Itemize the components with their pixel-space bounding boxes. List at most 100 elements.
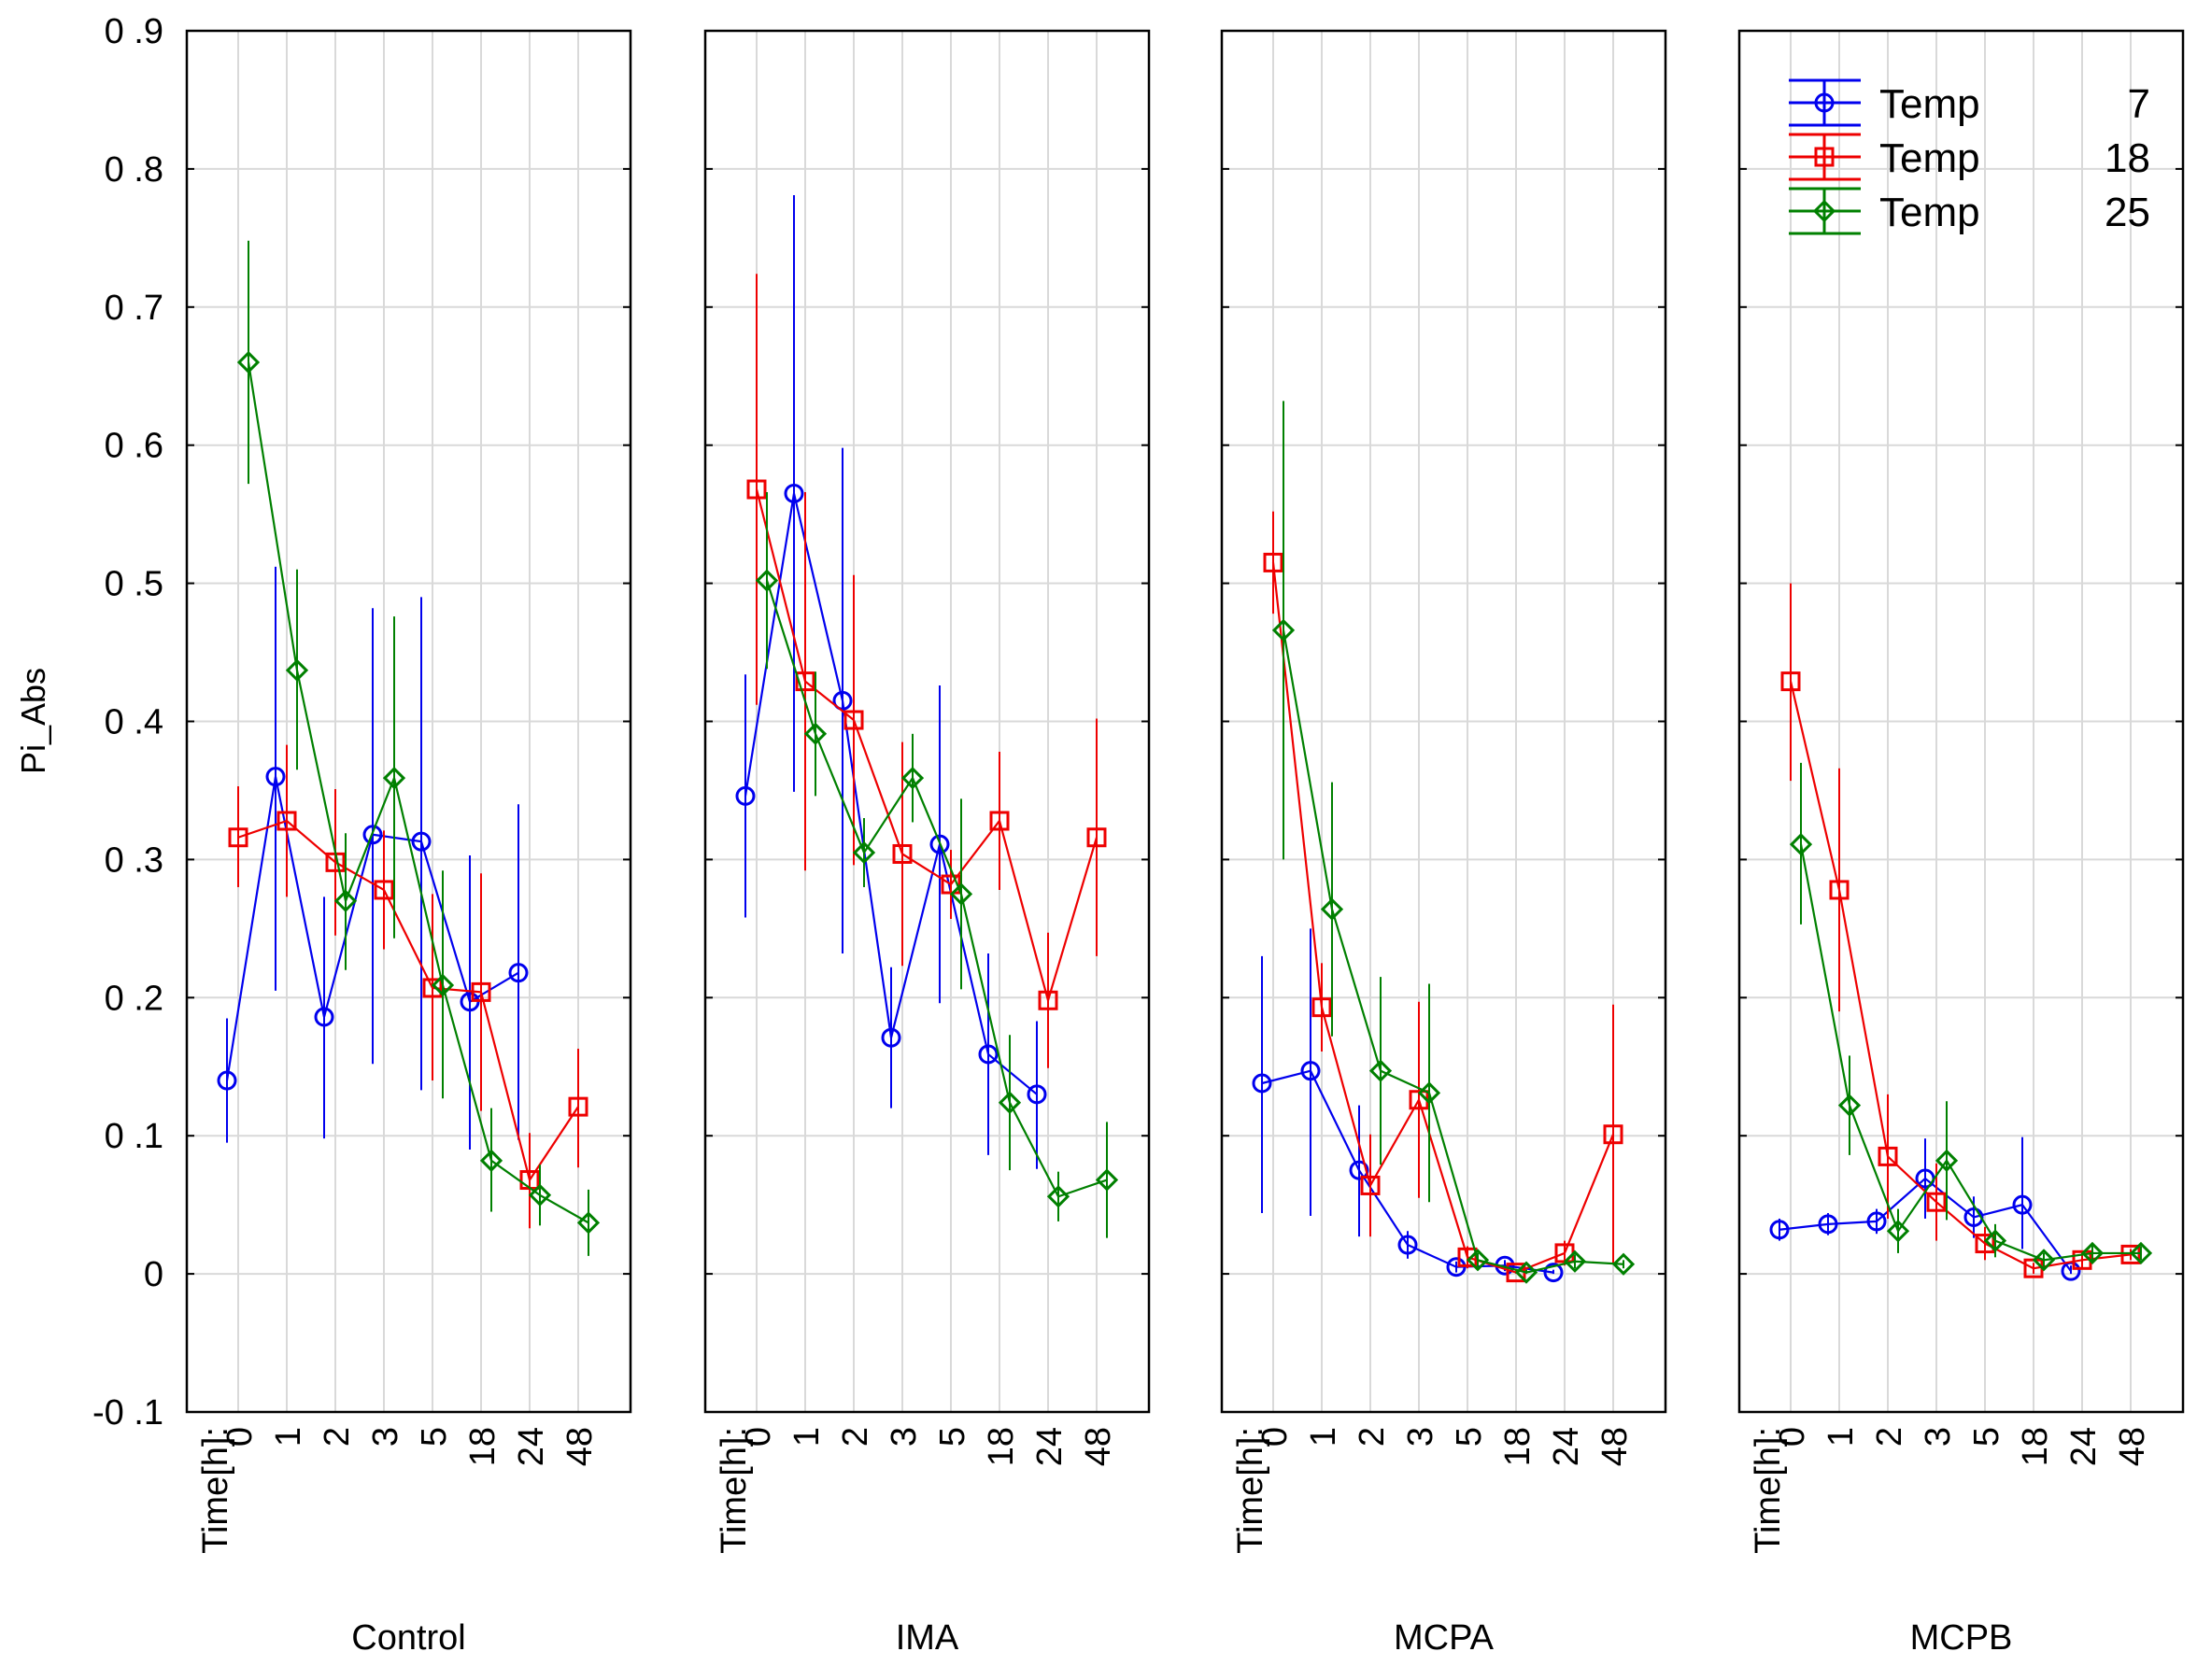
data-point xyxy=(276,811,297,831)
panel-mcpa: Time[h]:0 1 2 3 5 18 24 48 MCPA xyxy=(1220,29,1667,1658)
data-point xyxy=(1837,1094,1862,1117)
data-point xyxy=(228,827,248,848)
panel-label: MCPB xyxy=(1910,1618,2013,1658)
y-tick-label: 0 xyxy=(144,1255,163,1294)
data-point xyxy=(2080,1241,2105,1265)
x-axis-title: Time[h]: xyxy=(715,1427,754,1554)
data-point xyxy=(2012,1194,2033,1215)
x-tick-label: 18 xyxy=(1498,1427,1538,1466)
data-point xyxy=(1886,1220,1910,1243)
y-tick-label: 0 .2 xyxy=(105,979,163,1018)
x-tick-label: 2 xyxy=(1353,1427,1392,1447)
data-point xyxy=(784,483,804,503)
data-point xyxy=(1935,1149,1959,1172)
data-point xyxy=(1349,1160,1369,1180)
data-point xyxy=(265,767,286,787)
x-tick-label: 1 xyxy=(787,1427,827,1447)
y-axis-title: Pi_Abs xyxy=(14,668,52,774)
x-tick-label: 5 xyxy=(1967,1427,2006,1447)
data-point xyxy=(1368,1059,1393,1082)
data-point xyxy=(735,785,756,806)
x-tick-label: 18 xyxy=(2016,1427,2055,1466)
legend: Temp 7 Temp 18 Temp 25 xyxy=(1789,78,2150,235)
panel-label: IMA xyxy=(896,1618,959,1658)
x-tick-label: 24 xyxy=(1030,1427,1070,1466)
y-tick-label: 0 .1 xyxy=(105,1117,163,1156)
x-tick-label: 1 xyxy=(269,1427,308,1447)
legend-marker xyxy=(1814,147,1835,167)
data-point xyxy=(843,710,864,730)
data-point xyxy=(1038,990,1058,1010)
data-point xyxy=(285,658,309,682)
data-point xyxy=(755,569,779,592)
data-point xyxy=(929,834,950,854)
data-point xyxy=(1878,1146,1898,1166)
data-point xyxy=(1514,1261,1538,1284)
x-tick-label: 0 xyxy=(1255,1427,1295,1447)
y-tick-label: 0 .9 xyxy=(105,12,163,51)
y-tick-label: 0 .5 xyxy=(105,565,163,604)
data-point xyxy=(832,690,853,711)
x-tick-label: 48 xyxy=(1595,1427,1635,1466)
data-point xyxy=(508,963,529,983)
x-tick-label: 5 xyxy=(1450,1427,1489,1447)
x-tick-label: 24 xyxy=(512,1427,551,1466)
x-tick-label: 48 xyxy=(2113,1427,2152,1466)
series-temp-25 xyxy=(1271,401,1636,1284)
data-point xyxy=(1829,880,1850,900)
panel-ima: Time[h]:0 1 2 3 5 18 24 48 IMA xyxy=(703,29,1151,1658)
x-tick-label: 3 xyxy=(366,1427,405,1447)
series-line xyxy=(1789,681,2132,1270)
data-point xyxy=(1866,1211,1887,1232)
series-temp-25 xyxy=(1789,762,2153,1272)
data-point xyxy=(217,1070,237,1091)
data-point xyxy=(978,1044,999,1065)
data-point xyxy=(881,1027,901,1048)
data-point xyxy=(803,722,828,745)
x-tick-label: 24 xyxy=(2064,1427,2104,1466)
data-point xyxy=(382,767,406,790)
data-point xyxy=(2032,1249,2056,1272)
series-line xyxy=(1799,843,2141,1262)
data-point xyxy=(479,1149,503,1172)
legend-marker xyxy=(1812,199,1836,223)
x-tick-label: 5 xyxy=(933,1427,972,1447)
data-point xyxy=(314,1007,334,1027)
series-temp-18 xyxy=(1263,511,1623,1283)
data-point xyxy=(1780,671,1801,692)
data-point xyxy=(1769,1220,1790,1240)
data-point xyxy=(1611,1252,1636,1276)
x-tick-label: 0 xyxy=(739,1427,778,1447)
data-point xyxy=(1466,1249,1490,1272)
data-point xyxy=(1046,1185,1070,1208)
data-point xyxy=(431,973,455,997)
data-point xyxy=(1027,1084,1047,1105)
series-temp-7 xyxy=(1769,1136,2081,1281)
data-point xyxy=(1360,1175,1381,1195)
x-tick-label: 2 xyxy=(1870,1427,1909,1447)
x-axis-title: Time[h]: xyxy=(196,1427,235,1554)
y-tick-label: 0 .6 xyxy=(105,427,163,466)
data-point xyxy=(236,350,261,374)
data-point xyxy=(374,880,394,900)
x-tick-label: 3 xyxy=(1401,1427,1440,1447)
data-point xyxy=(1252,1073,1272,1094)
series-temp-25 xyxy=(236,240,601,1256)
x-tick-label: 48 xyxy=(1079,1427,1118,1466)
x-tick-label: 18 xyxy=(982,1427,1021,1466)
panel-frame xyxy=(185,29,632,1414)
data-point xyxy=(2120,1244,2141,1264)
data-point xyxy=(746,479,767,500)
panel-label: MCPA xyxy=(1394,1618,1495,1658)
y-tick-label: 0 .4 xyxy=(105,703,163,742)
x-tick-label: 24 xyxy=(1547,1427,1586,1466)
data-point xyxy=(362,825,383,845)
data-point xyxy=(1271,618,1296,642)
x-tick-label: 2 xyxy=(318,1427,357,1447)
series-temp-18 xyxy=(746,274,1107,1068)
data-point xyxy=(1417,1081,1441,1105)
series-temp-25 xyxy=(755,491,1119,1238)
x-tick-label: 1 xyxy=(1304,1427,1343,1447)
